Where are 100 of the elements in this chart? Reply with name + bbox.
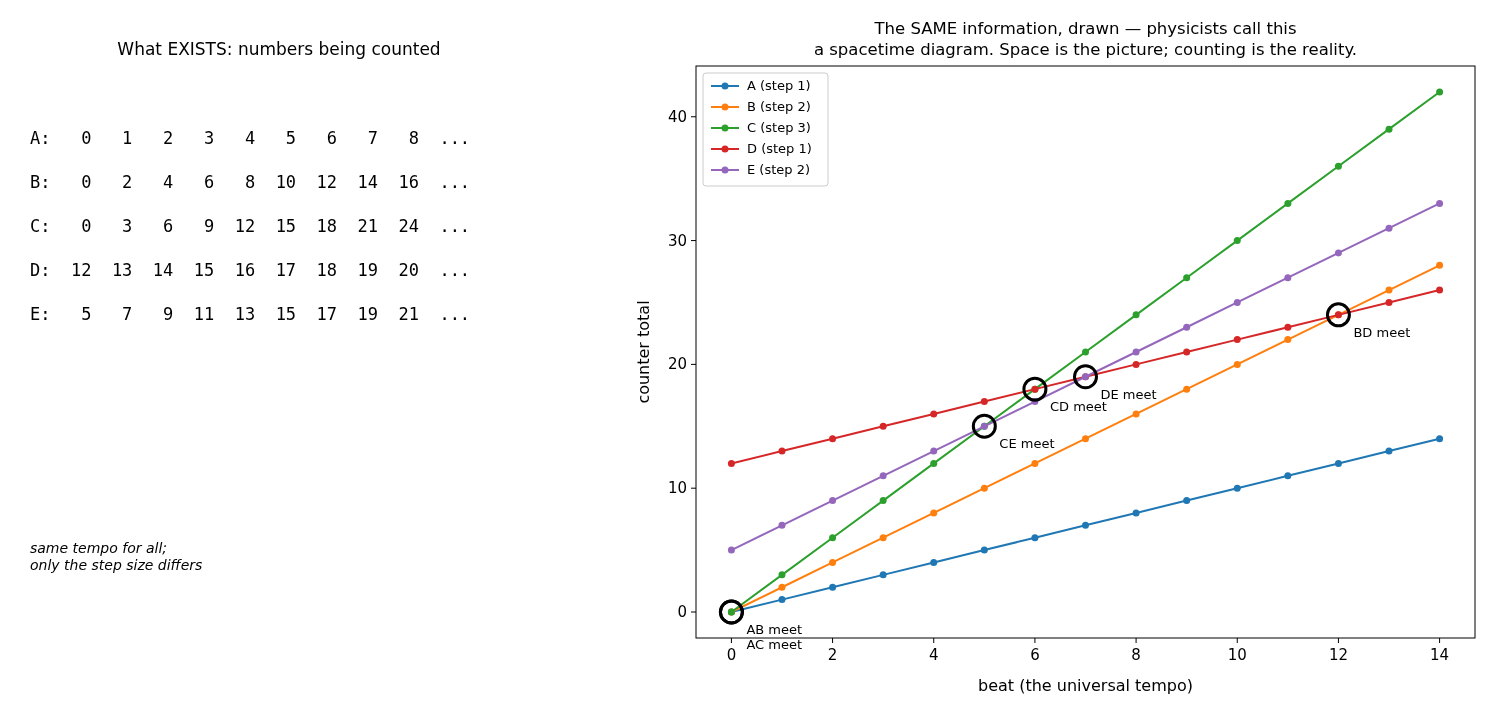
point — [778, 596, 786, 604]
point — [930, 509, 938, 517]
annotation: AB meet — [746, 622, 803, 637]
point — [1436, 286, 1444, 294]
y-axis-title: counter total — [634, 300, 653, 404]
point — [829, 534, 837, 542]
point — [1082, 348, 1089, 356]
point — [1436, 435, 1444, 443]
point — [1385, 125, 1393, 133]
chart-title: The SAME information, drawn — physicists call this a spacetime diagram. Space is the picture; counting is the reality. — [813, 19, 1358, 59]
point — [829, 583, 837, 591]
y-tick-label: 30 — [667, 231, 687, 250]
point — [930, 558, 938, 566]
point — [879, 571, 887, 579]
annotation: CE meet — [999, 436, 1055, 452]
point — [829, 435, 837, 443]
x-tick-label: 12 — [1328, 646, 1348, 664]
point — [1132, 509, 1140, 517]
point — [1031, 534, 1039, 542]
point — [930, 410, 938, 418]
legend-label: B (step 2) — [747, 99, 811, 114]
x-tick-label: 6 — [1030, 646, 1040, 664]
point — [1436, 261, 1444, 269]
text: C: 0 3 6 9 12 15 18 21 24 ... — [30, 216, 471, 236]
point — [1183, 497, 1191, 505]
x-tick-label: 0 — [726, 646, 737, 664]
x-tick-label: 8 — [1131, 646, 1141, 664]
point — [1284, 323, 1292, 331]
point — [1082, 521, 1089, 529]
point — [1334, 459, 1342, 467]
point — [778, 583, 786, 591]
point — [1436, 88, 1444, 96]
point — [1183, 348, 1191, 356]
point — [1183, 274, 1191, 282]
point — [1233, 360, 1241, 368]
x-tick-label: 14 — [1430, 646, 1450, 664]
point — [879, 472, 887, 480]
point — [879, 497, 887, 505]
point — [1022, 376, 1048, 402]
y-tick-label: 20 — [667, 355, 687, 374]
y-tick-label: 10 — [667, 479, 687, 498]
point — [879, 534, 887, 542]
x-tick-label: 4 — [928, 646, 939, 664]
legend-label: A (step 1) — [747, 78, 811, 93]
point — [1436, 199, 1444, 207]
text: D: 12 13 14 15 16 17 18 19 20 ... — [30, 260, 471, 280]
point — [727, 546, 735, 554]
point — [1385, 224, 1393, 232]
annotation: AC meet — [746, 637, 803, 652]
point — [980, 546, 988, 554]
point — [1284, 199, 1292, 207]
point — [1233, 237, 1241, 245]
annotation: DE meet — [1100, 386, 1157, 402]
x-tick-label: 2 — [827, 646, 838, 664]
point — [778, 447, 786, 455]
point — [829, 497, 837, 505]
point — [1385, 298, 1393, 306]
point — [1132, 311, 1140, 319]
point — [778, 571, 786, 579]
x-axis-title: beat (the universal tempo) — [978, 676, 1193, 695]
point — [971, 413, 997, 439]
text: What EXISTS: numbers being counted — [117, 39, 441, 59]
y-tick-label: 0 — [677, 603, 687, 621]
point — [879, 422, 887, 430]
legend-label: E (step 2) — [747, 162, 811, 177]
point — [1385, 286, 1393, 294]
annotation: BD meet — [1353, 324, 1411, 340]
legend-label: C (step 3) — [747, 120, 811, 135]
text: A: 0 1 2 3 4 5 6 7 8 ... — [30, 128, 471, 148]
point — [1233, 298, 1241, 306]
legend-label: D (step 1) — [747, 141, 812, 156]
point — [1233, 336, 1241, 344]
point — [1132, 348, 1140, 356]
point — [1284, 336, 1292, 344]
point — [727, 459, 735, 467]
point — [930, 459, 938, 467]
point — [1334, 249, 1342, 257]
point — [980, 398, 988, 406]
y-tick-label: 40 — [667, 107, 687, 126]
point — [1325, 302, 1351, 328]
text: B: 0 2 4 6 8 10 12 14 16 ... — [30, 172, 471, 192]
point — [1334, 162, 1342, 170]
point — [1385, 447, 1393, 455]
text: same tempo for all; only the step size differs — [30, 540, 203, 573]
point — [1132, 360, 1140, 368]
annotation: CD meet — [1049, 399, 1107, 415]
point — [829, 558, 837, 566]
text: E: 5 7 9 11 13 15 17 19 21 ... — [30, 304, 471, 324]
point — [1031, 459, 1039, 467]
point — [1284, 472, 1292, 480]
x-tick-label: 10 — [1227, 646, 1247, 664]
point — [1132, 410, 1140, 418]
point — [1183, 323, 1191, 331]
point — [1183, 385, 1191, 393]
point — [980, 484, 988, 492]
point — [778, 521, 786, 529]
point — [930, 447, 938, 455]
point — [1284, 274, 1292, 282]
point — [1082, 435, 1089, 443]
point — [1073, 364, 1098, 390]
